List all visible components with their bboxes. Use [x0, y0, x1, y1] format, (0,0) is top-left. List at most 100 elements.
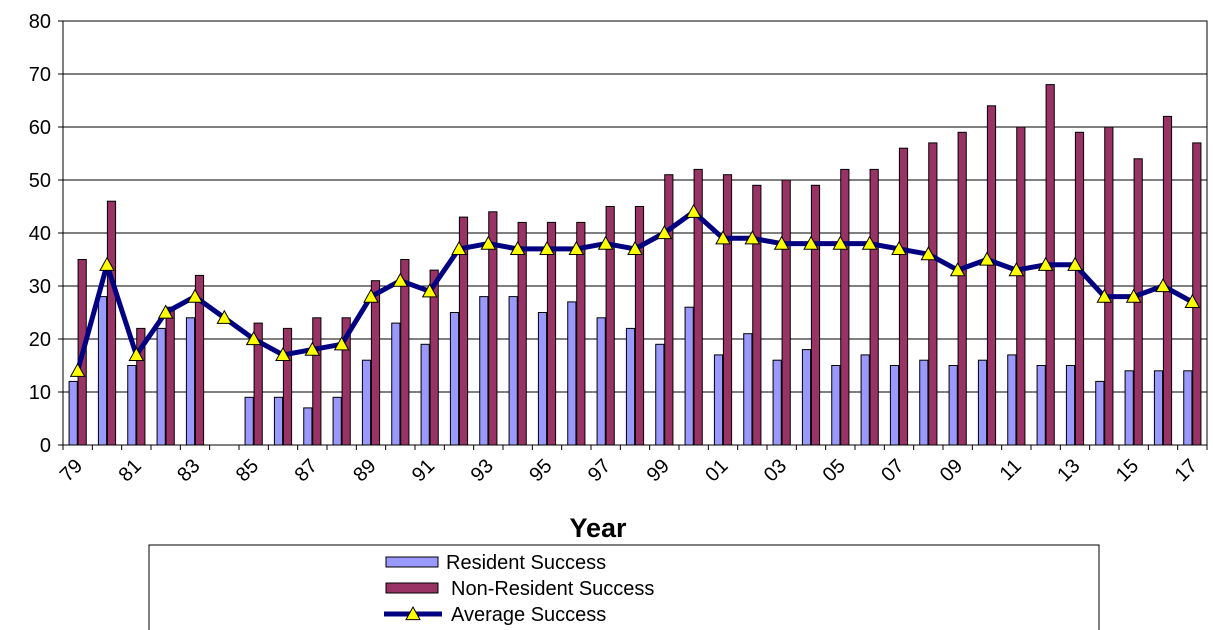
bar-non-resident-success — [546, 221, 557, 446]
x-tick-label: 85 — [232, 455, 263, 486]
legend-swatch — [385, 582, 439, 594]
point-average-success — [69, 362, 86, 377]
legend-label: Average Success — [451, 604, 606, 626]
bar-resident-success — [332, 396, 342, 446]
bar-resident-success — [977, 359, 988, 446]
bar-non-resident-success — [810, 184, 821, 446]
point-average-success — [920, 246, 937, 261]
bar-non-resident-success — [576, 221, 586, 446]
bar-resident-success — [625, 327, 636, 446]
bar-resident-success — [1183, 370, 1193, 446]
bar-resident-success — [1036, 365, 1046, 446]
bar-resident-success — [1007, 354, 1017, 446]
bar-resident-success — [655, 343, 665, 446]
bar-resident-success — [801, 349, 812, 446]
bar-resident-success — [361, 359, 372, 446]
average-line — [69, 203, 1201, 377]
bar-resident-success — [391, 322, 401, 446]
point-average-success — [275, 346, 291, 361]
bar-resident-success — [537, 312, 548, 446]
bar-resident-success — [596, 317, 606, 446]
bar-non-resident-success — [1104, 126, 1114, 446]
bar-non-resident-success — [722, 174, 733, 446]
point-average-success — [949, 262, 966, 277]
y-tick-label: 70 — [29, 64, 51, 86]
point-average-success — [832, 235, 849, 250]
point-average-success — [363, 288, 379, 303]
bar-resident-success — [244, 396, 254, 446]
bar-resident-success — [449, 312, 460, 446]
x-tick-label: 09 — [936, 455, 967, 486]
point-average-success — [568, 240, 585, 255]
y-tick-label: 50 — [29, 170, 51, 192]
bar-resident-success — [831, 365, 841, 446]
bar-resident-success — [68, 380, 78, 446]
bar-non-resident-success — [898, 147, 909, 446]
point-average-success — [99, 256, 115, 271]
point-average-success — [803, 235, 819, 250]
bar-non-resident-success — [928, 142, 938, 446]
legend: Resident Success Non-Resident Success Aver… — [148, 544, 1100, 630]
bar-resident-success — [1095, 380, 1105, 446]
bar-non-resident-success — [165, 306, 175, 446]
bar-non-resident-success — [986, 105, 997, 446]
legend-swatch-marker — [405, 605, 421, 621]
point-average-success — [685, 203, 702, 218]
bar-non-resident-success — [869, 168, 879, 446]
x-tick-label: 93 — [467, 455, 498, 486]
x-tick-label: 99 — [643, 455, 674, 486]
x-tick-label: 11 — [996, 455, 1026, 485]
x-axis-title: Year — [569, 513, 627, 543]
point-average-success — [480, 235, 497, 250]
bar-non-resident-success — [752, 184, 762, 446]
bar-resident-success — [684, 306, 694, 446]
bar-resident-success — [97, 296, 108, 446]
point-average-success — [861, 235, 878, 250]
bar-non-resident-success — [517, 221, 527, 446]
x-tick-label: 03 — [760, 455, 791, 486]
bar-resident-success — [772, 359, 782, 446]
x-tick-label: 79 — [56, 455, 87, 486]
x-tick-label: 95 — [525, 455, 556, 486]
bar-resident-success — [273, 396, 284, 446]
bar-resident-success — [1153, 370, 1164, 446]
bar-non-resident-success — [282, 327, 293, 446]
point-average-success — [1037, 256, 1054, 271]
bar-non-resident-success — [781, 179, 791, 446]
bar-resident-success — [508, 296, 518, 446]
bar-non-resident-success — [1016, 126, 1026, 446]
point-average-success — [539, 240, 555, 255]
bar-non-resident-success — [1162, 115, 1173, 446]
point-average-success — [216, 309, 233, 324]
bar-resident-success — [156, 327, 166, 446]
point-average-success — [304, 341, 321, 356]
point-average-success — [656, 224, 673, 240]
x-tick-label: 89 — [349, 455, 380, 486]
x-tick-label: 13 — [1053, 455, 1084, 486]
y-tick-label: 10 — [29, 382, 51, 404]
x-tick-label: 07 — [877, 455, 908, 486]
x-tick-label: 97 — [584, 455, 615, 486]
x-tick-label: 81 — [115, 455, 146, 486]
point-average-success — [187, 288, 203, 303]
bar-resident-success — [567, 301, 577, 446]
point-average-success — [744, 230, 761, 245]
bar-resident-success — [185, 317, 196, 446]
point-average-success — [715, 230, 731, 245]
legend-label: Resident Success — [446, 552, 606, 574]
y-tick-label: 80 — [29, 11, 51, 33]
legend-label: Non-Resident Success — [451, 578, 654, 600]
point-average-success — [1067, 256, 1083, 271]
point-average-success — [245, 330, 262, 346]
y-tick-label: 20 — [29, 329, 51, 351]
bar-non-resident-success — [370, 280, 381, 446]
point-average-success — [1125, 288, 1142, 303]
bar-non-resident-success — [106, 200, 117, 446]
bar-non-resident-success — [312, 317, 322, 446]
y-tick-label: 40 — [29, 223, 51, 245]
bar-resident-success — [303, 407, 313, 446]
x-tick-label: 17 — [1171, 455, 1202, 486]
point-average-success — [1008, 262, 1025, 277]
bar-resident-success — [127, 365, 137, 446]
